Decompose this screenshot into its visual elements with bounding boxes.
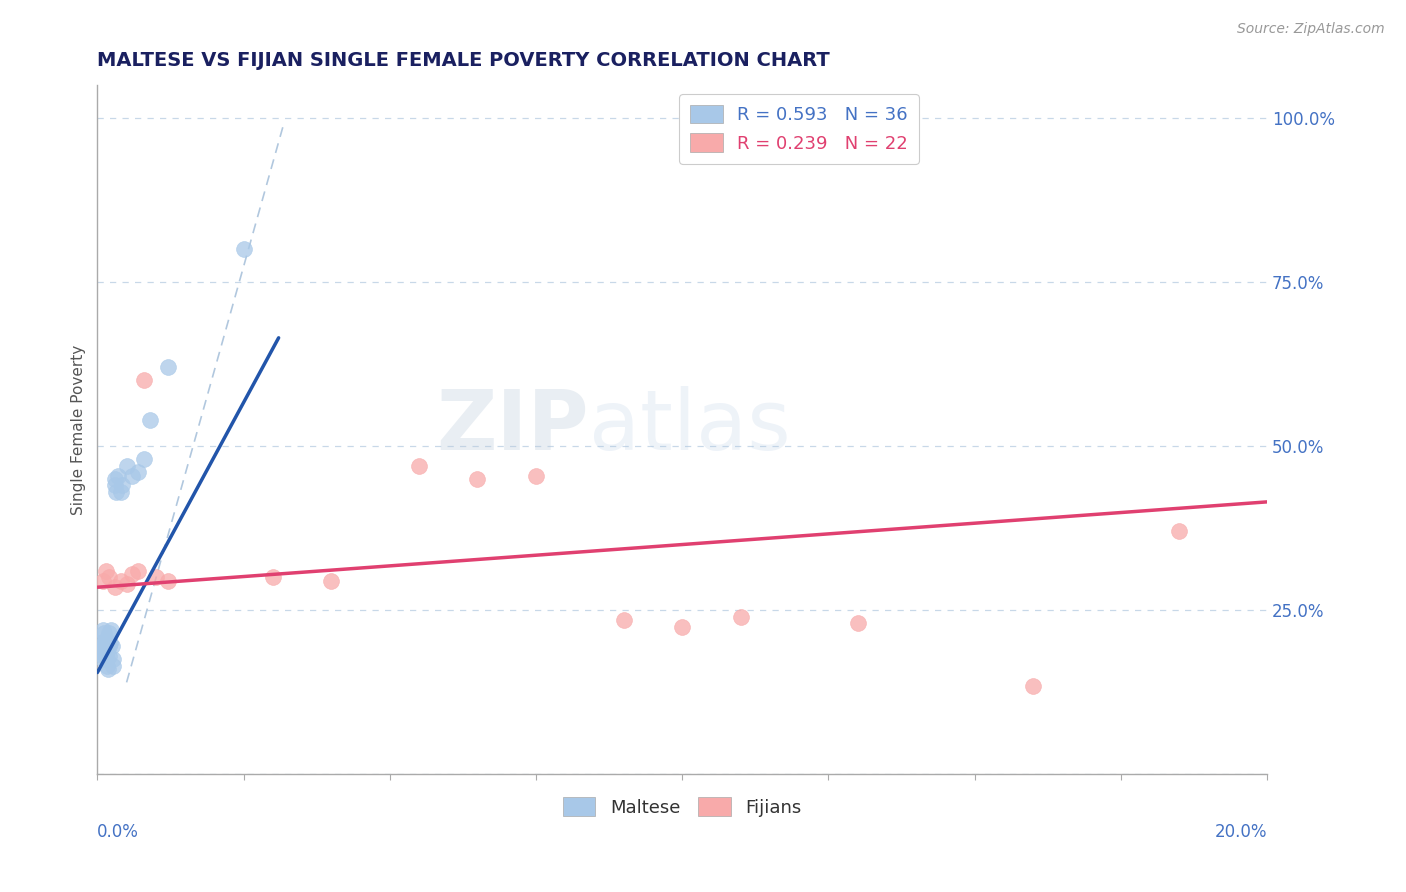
Text: atlas: atlas bbox=[589, 385, 790, 467]
Point bbox=[98, 649, 121, 664]
Point bbox=[93, 636, 115, 650]
Point bbox=[110, 574, 132, 588]
Point bbox=[91, 649, 114, 664]
Point bbox=[98, 626, 121, 640]
Text: MALTESE VS FIJIAN SINGLE FEMALE POVERTY CORRELATION CHART: MALTESE VS FIJIAN SINGLE FEMALE POVERTY … bbox=[97, 51, 830, 70]
Point bbox=[104, 478, 127, 492]
Point bbox=[94, 564, 117, 578]
Point bbox=[91, 574, 114, 588]
Point bbox=[104, 472, 127, 486]
Text: 0.0%: 0.0% bbox=[97, 823, 139, 841]
Text: Source: ZipAtlas.com: Source: ZipAtlas.com bbox=[1237, 22, 1385, 37]
Point bbox=[104, 580, 127, 594]
Point bbox=[100, 623, 122, 637]
Point bbox=[98, 570, 121, 584]
Point bbox=[101, 652, 124, 666]
Text: 20.0%: 20.0% bbox=[1215, 823, 1267, 841]
Point bbox=[145, 570, 167, 584]
Point bbox=[98, 636, 121, 650]
Point bbox=[94, 632, 117, 647]
Point bbox=[156, 360, 179, 375]
Point bbox=[87, 636, 110, 650]
Point bbox=[91, 652, 114, 666]
Text: ZIP: ZIP bbox=[436, 385, 589, 467]
Point bbox=[139, 413, 162, 427]
Point bbox=[101, 640, 124, 654]
Point bbox=[98, 640, 121, 654]
Point bbox=[97, 662, 120, 676]
Point bbox=[134, 374, 156, 388]
Point bbox=[91, 623, 114, 637]
Point bbox=[115, 458, 138, 473]
Point bbox=[846, 616, 869, 631]
Point bbox=[96, 652, 118, 666]
Legend: Maltese, Fijians: Maltese, Fijians bbox=[555, 790, 808, 824]
Point bbox=[321, 574, 343, 588]
Point bbox=[730, 609, 752, 624]
Point bbox=[232, 242, 254, 256]
Point bbox=[105, 485, 128, 500]
Point bbox=[121, 468, 143, 483]
Point bbox=[96, 659, 118, 673]
Point bbox=[127, 466, 149, 480]
Point bbox=[262, 570, 284, 584]
Point bbox=[613, 613, 636, 627]
Point bbox=[90, 646, 112, 660]
Point bbox=[671, 619, 693, 633]
Point bbox=[1022, 679, 1045, 693]
Point bbox=[156, 574, 179, 588]
Point bbox=[121, 567, 143, 582]
Point bbox=[111, 478, 134, 492]
Point bbox=[101, 659, 124, 673]
Point bbox=[524, 468, 547, 483]
Point bbox=[91, 640, 114, 654]
Point bbox=[94, 640, 117, 654]
Point bbox=[93, 626, 115, 640]
Point bbox=[467, 472, 489, 486]
Point bbox=[115, 577, 138, 591]
Point bbox=[89, 642, 111, 657]
Point bbox=[94, 646, 117, 660]
Point bbox=[107, 468, 129, 483]
Point bbox=[134, 452, 156, 467]
Point bbox=[408, 458, 430, 473]
Point bbox=[1168, 524, 1191, 539]
Y-axis label: Single Female Poverty: Single Female Poverty bbox=[72, 344, 86, 515]
Point bbox=[127, 564, 149, 578]
Point bbox=[110, 485, 132, 500]
